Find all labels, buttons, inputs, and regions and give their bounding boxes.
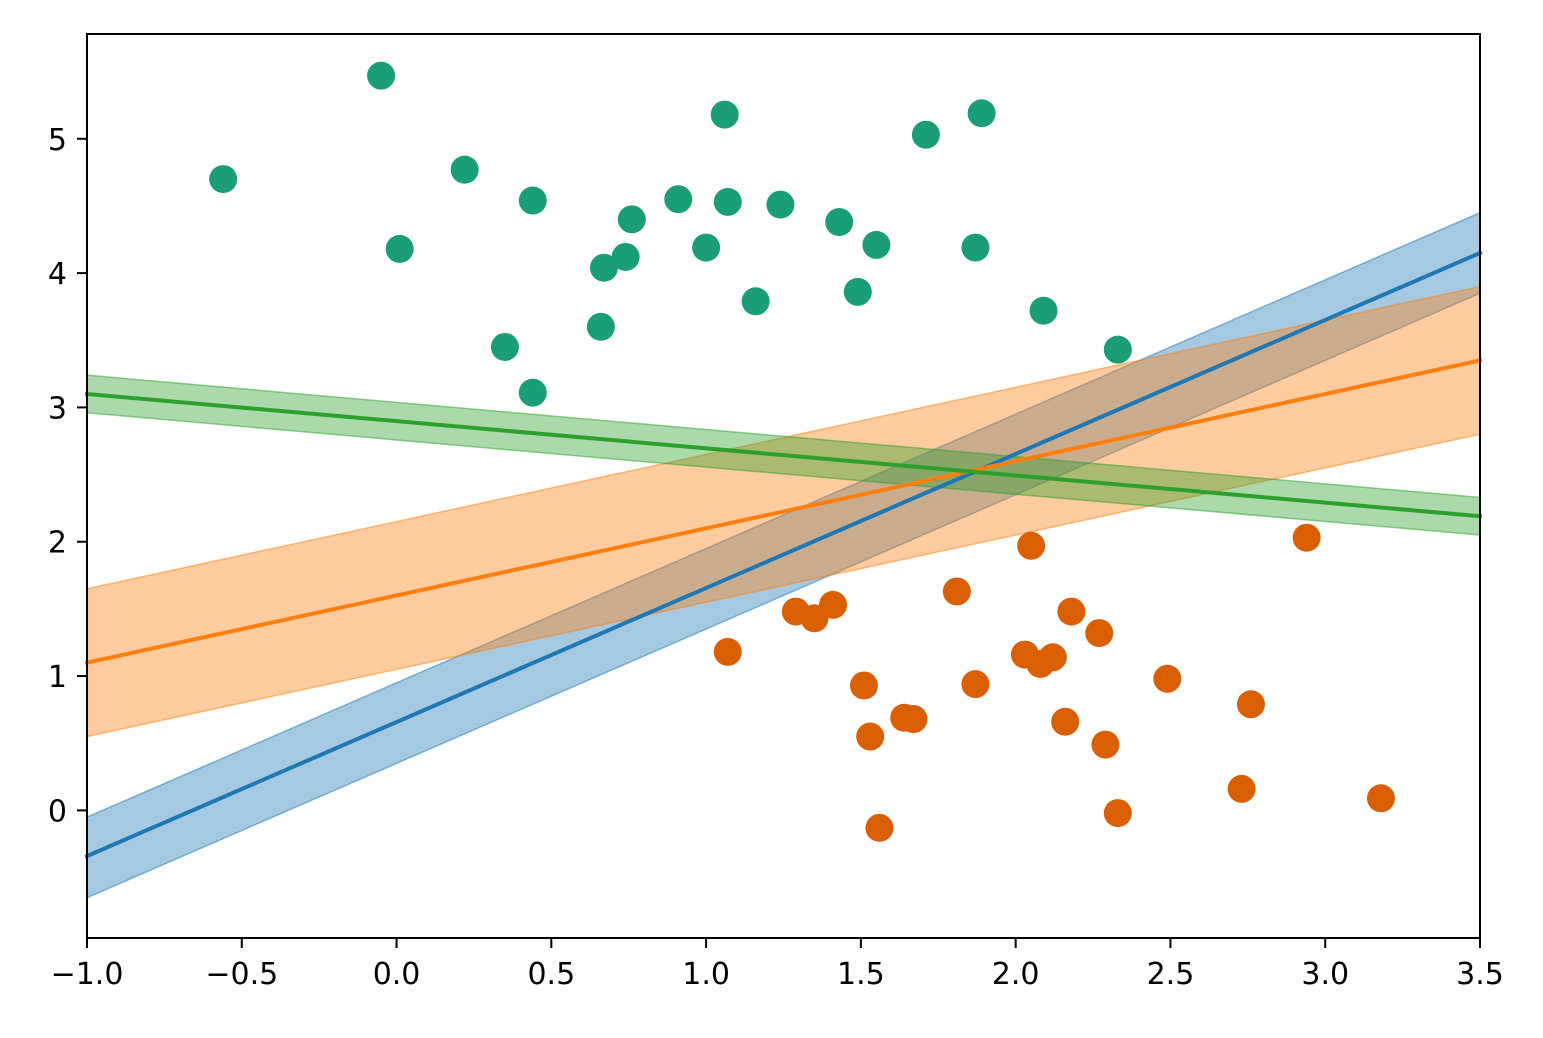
y-tick-label-2: 2 [48, 526, 67, 561]
cluster-teal-point-0 [209, 165, 238, 194]
cluster-orange-point-21 [1227, 774, 1256, 803]
y-tick-label-1: 1 [48, 660, 67, 695]
cluster-teal-point-9 [611, 242, 640, 271]
cluster-teal-point-13 [710, 100, 739, 129]
cluster-orange-point-8 [899, 705, 928, 734]
cluster-teal-point-19 [862, 230, 891, 259]
x-tick-label-5: 1.5 [837, 957, 885, 992]
cluster-teal-point-10 [617, 205, 646, 234]
blue-line [84, 250, 1483, 859]
x-tick-label-9: 3.5 [1456, 957, 1504, 992]
y-tick-label-4: 4 [48, 257, 67, 292]
cluster-teal-point-20 [911, 120, 940, 149]
cluster-orange-point-6 [865, 813, 894, 842]
cluster-orange-point-23 [1292, 523, 1321, 552]
x-tick-label-4: 1.0 [682, 957, 730, 992]
cluster-orange-point-17 [1085, 619, 1114, 648]
cluster-orange-point-0 [713, 637, 742, 666]
x-tick-label-2: 0.0 [373, 957, 421, 992]
cluster-orange-point-5 [856, 722, 885, 751]
cluster-teal-point-8 [589, 253, 618, 282]
x-tick-label-7: 2.5 [1147, 957, 1195, 992]
cluster-teal-point-17 [825, 208, 854, 237]
cluster-teal-point-22 [967, 99, 996, 128]
cluster-teal-point-18 [843, 277, 872, 306]
cluster-teal-point-24 [1103, 335, 1132, 364]
cluster-orange-point-10 [961, 670, 990, 699]
y-tick-label-5: 5 [48, 123, 67, 158]
x-axis: −1.0 −0.5 0.0 0.5 1.0 1.5 2.0 2.5 3.0 3.5 [51, 938, 1504, 992]
cluster-orange-point-19 [1103, 799, 1132, 828]
cluster-orange-point-20 [1153, 664, 1182, 693]
cluster-teal-point-14 [713, 187, 742, 216]
orange-line [84, 358, 1483, 666]
cluster-orange-point-15 [1051, 707, 1080, 736]
cluster-teal-point-21 [961, 233, 990, 262]
cluster-orange-point-18 [1091, 730, 1120, 759]
cluster-teal-point-3 [450, 155, 479, 184]
cluster-teal-point-11 [664, 185, 693, 214]
cluster-orange-point-4 [849, 671, 878, 700]
plot-frame [86, 33, 1481, 939]
cluster-orange-point-12 [1017, 531, 1046, 560]
y-tick-label-3: 3 [48, 391, 67, 426]
x-tick-label-8: 3.0 [1301, 957, 1349, 992]
cluster-teal-point-6 [518, 378, 547, 407]
cluster-teal-point-7 [586, 312, 615, 341]
cluster-orange-point-3 [819, 590, 848, 619]
x-tick-label-6: 2.0 [992, 957, 1040, 992]
x-tick-label-0: −1.0 [51, 957, 124, 992]
cluster-teal-point-15 [741, 287, 770, 316]
y-tick-label-0: 0 [48, 794, 67, 829]
x-tick-label-3: 0.5 [527, 957, 575, 992]
cluster-teal-point-4 [490, 332, 519, 361]
cluster-teal-point-1 [367, 61, 396, 90]
fit-lines [84, 250, 1483, 859]
cluster-orange-point-14 [1038, 643, 1067, 672]
green-line [84, 391, 1483, 519]
cluster-orange-point-16 [1057, 597, 1086, 626]
cluster-orange-point-24 [1366, 784, 1395, 813]
cluster-teal-point-23 [1029, 296, 1058, 325]
cluster-teal-point-16 [766, 190, 795, 219]
scatter-points [209, 61, 1395, 842]
cluster-orange-point-22 [1236, 690, 1265, 719]
cluster-teal-point-2 [385, 234, 414, 263]
cluster-teal-point-5 [518, 186, 547, 215]
x-tick-label-1: −0.5 [205, 957, 278, 992]
y-axis: 0 1 2 3 4 5 [48, 123, 87, 829]
cluster-orange-point-9 [942, 577, 971, 606]
cluster-teal-point-12 [692, 233, 721, 262]
